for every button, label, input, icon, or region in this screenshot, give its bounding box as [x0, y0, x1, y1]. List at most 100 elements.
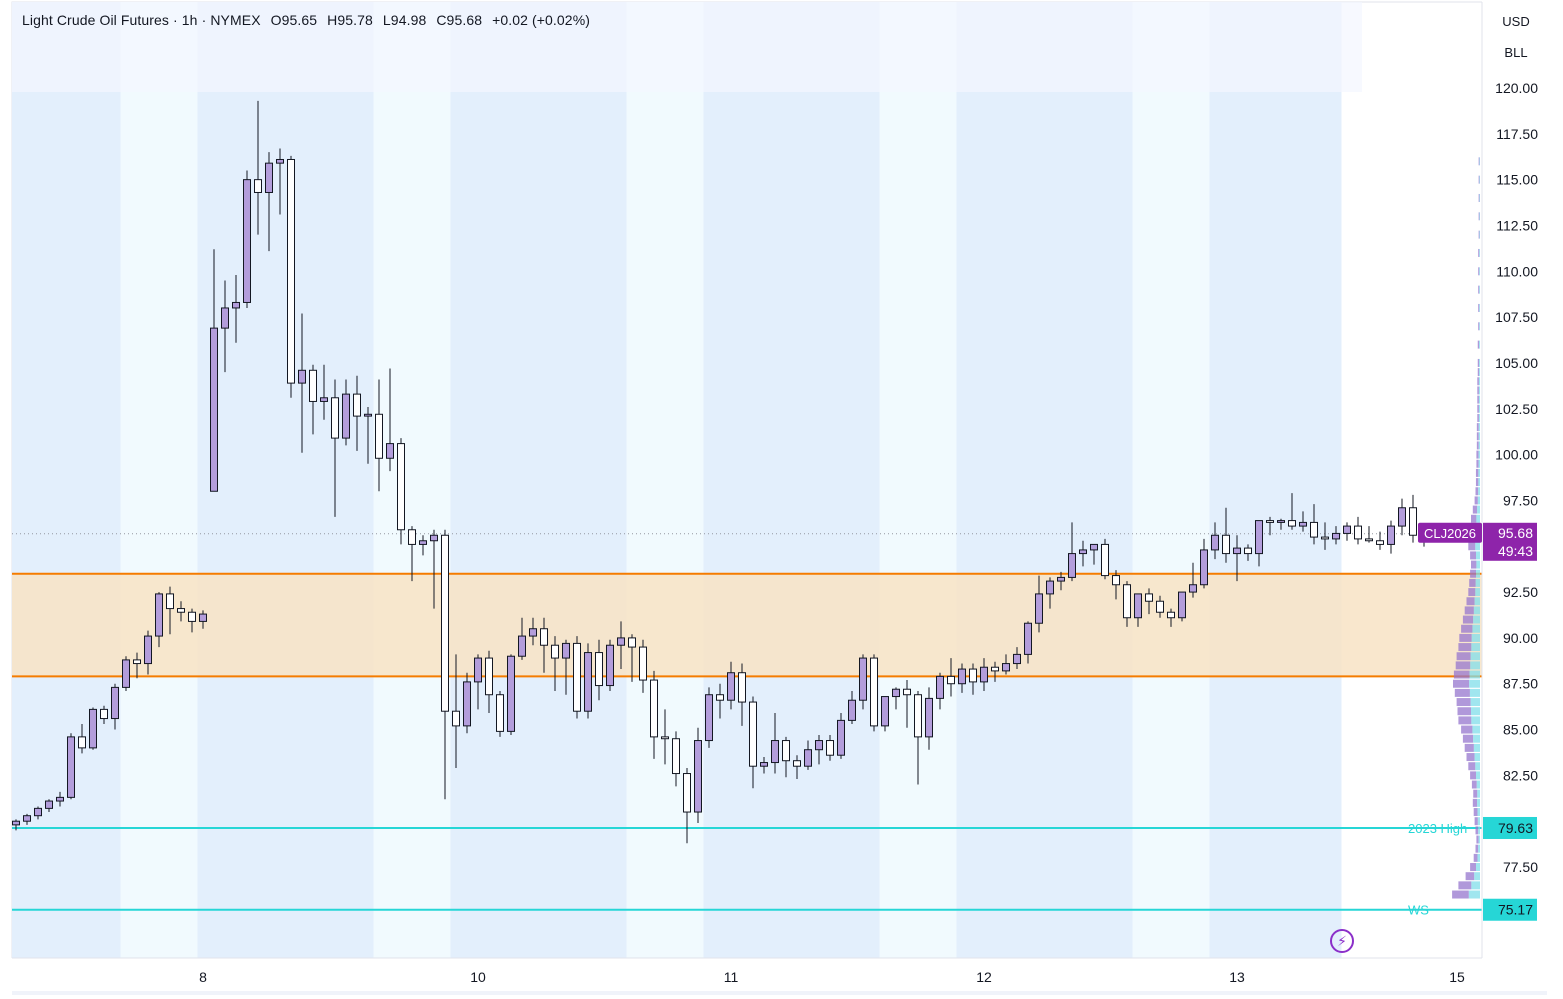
candle-body [1310, 521, 1318, 538]
profile-bar-down [1468, 890, 1480, 899]
profile-bar-down [1478, 441, 1480, 450]
candle-body [155, 593, 163, 637]
level-label: WS [1408, 903, 1429, 918]
profile-bar-up [1475, 478, 1479, 487]
candle-body [606, 644, 614, 687]
candle-body [584, 652, 592, 712]
candle-body [1233, 547, 1241, 555]
x-tick-label: 11 [724, 969, 739, 985]
profile-bar-up [1471, 560, 1477, 569]
profile-bar-down [1475, 588, 1480, 597]
currency-button[interactable]: USD [1502, 14, 1530, 29]
candle-body [45, 800, 53, 809]
candle-body [694, 740, 702, 813]
candle-body [309, 369, 317, 402]
profile-bar-down [1477, 853, 1480, 862]
candle-body [1123, 584, 1131, 619]
profile-bar-down [1476, 560, 1480, 569]
profile-bar-down [1473, 615, 1480, 624]
profile-bar-down [1479, 267, 1480, 276]
candle-body [1024, 622, 1032, 655]
profile-bar-up [1466, 597, 1475, 606]
symbol-legend: Light Crude Oil Futures · 1h · NYMEX O95… [22, 12, 591, 28]
candle-body [485, 657, 493, 696]
volume-profile [1452, 157, 1480, 899]
candle-body [1365, 538, 1373, 542]
profile-bar-down [1479, 322, 1480, 331]
candle-body [760, 762, 768, 767]
candle-body [1178, 591, 1186, 619]
candle-body [771, 740, 779, 764]
y-tick-label: 110.00 [1496, 263, 1538, 279]
candle-body [914, 694, 922, 738]
candle-body [529, 628, 537, 637]
y-tick-label: 97.50 [1503, 492, 1538, 508]
candle-body [441, 534, 449, 712]
profile-bar-down [1479, 358, 1480, 367]
exchange-label: NYMEX [210, 12, 261, 28]
candle-body [23, 815, 31, 822]
y-tick-label: 92.50 [1503, 584, 1538, 600]
candle-body [837, 719, 845, 756]
profile-bar-down [1473, 606, 1480, 615]
profile-bar-up [1477, 340, 1480, 349]
interval-label: 1h [181, 12, 198, 28]
y-tick-label: 102.50 [1495, 401, 1538, 417]
session-band [450, 2, 627, 958]
candle-body [375, 413, 383, 459]
candle-body [111, 686, 119, 720]
candle-body [496, 694, 504, 732]
candle-body [1167, 611, 1175, 619]
profile-bar-up [1475, 487, 1479, 496]
candle-body [386, 443, 394, 459]
lightning-icon[interactable]: ⚡ [1330, 929, 1354, 953]
profile-bar-down [1479, 212, 1480, 221]
y-tick-label: 77.50 [1503, 859, 1538, 875]
candle-body [408, 529, 416, 545]
profile-bar-up [1470, 569, 1477, 578]
profile-bar-up [1461, 624, 1473, 633]
session-band [197, 2, 374, 958]
candle-body [1035, 593, 1043, 624]
profile-bar-up [1462, 734, 1474, 743]
candle-body [1376, 540, 1384, 545]
profile-bar-up [1478, 193, 1480, 202]
candle-body [1255, 520, 1263, 555]
profile-bar-down [1479, 157, 1480, 166]
y-tick-label: 115.00 [1496, 172, 1538, 188]
profile-bar-down [1479, 230, 1480, 239]
candle-body [474, 657, 482, 683]
candle-body [331, 397, 339, 439]
y-tick-label: 120.00 [1495, 80, 1538, 96]
candle-body [463, 681, 471, 727]
candle-body [1002, 663, 1010, 672]
candle-body [144, 635, 152, 665]
candle-body [210, 327, 218, 492]
profile-bar-down [1471, 633, 1480, 642]
y-tick-label: 107.50 [1495, 309, 1538, 325]
y-tick-label: 105.00 [1495, 355, 1538, 371]
profile-bar-down [1471, 716, 1480, 725]
profile-bar-up [1478, 267, 1480, 276]
profile-bar-up [1458, 643, 1472, 652]
profile-bar-up [1473, 808, 1478, 817]
profile-bar-up [1458, 881, 1472, 890]
candle-body [661, 736, 669, 740]
y-tick-label: 85.00 [1503, 722, 1538, 738]
profile-bar-up [1453, 679, 1470, 688]
session-band [1209, 2, 1342, 958]
profile-bar-up [1468, 588, 1476, 597]
session-band [373, 2, 451, 958]
profile-bar-down [1471, 707, 1480, 716]
profile-bar-up [1452, 890, 1469, 899]
candle-body [705, 694, 713, 742]
x-tick-label: 12 [976, 969, 992, 985]
candle-body [1068, 553, 1076, 578]
candle-body [958, 668, 966, 685]
profile-bar-up [1468, 762, 1476, 771]
candle-body [727, 672, 735, 701]
profile-bar-down [1478, 386, 1480, 395]
candle-body [892, 688, 900, 698]
unit-button[interactable]: BLL [1504, 45, 1528, 60]
